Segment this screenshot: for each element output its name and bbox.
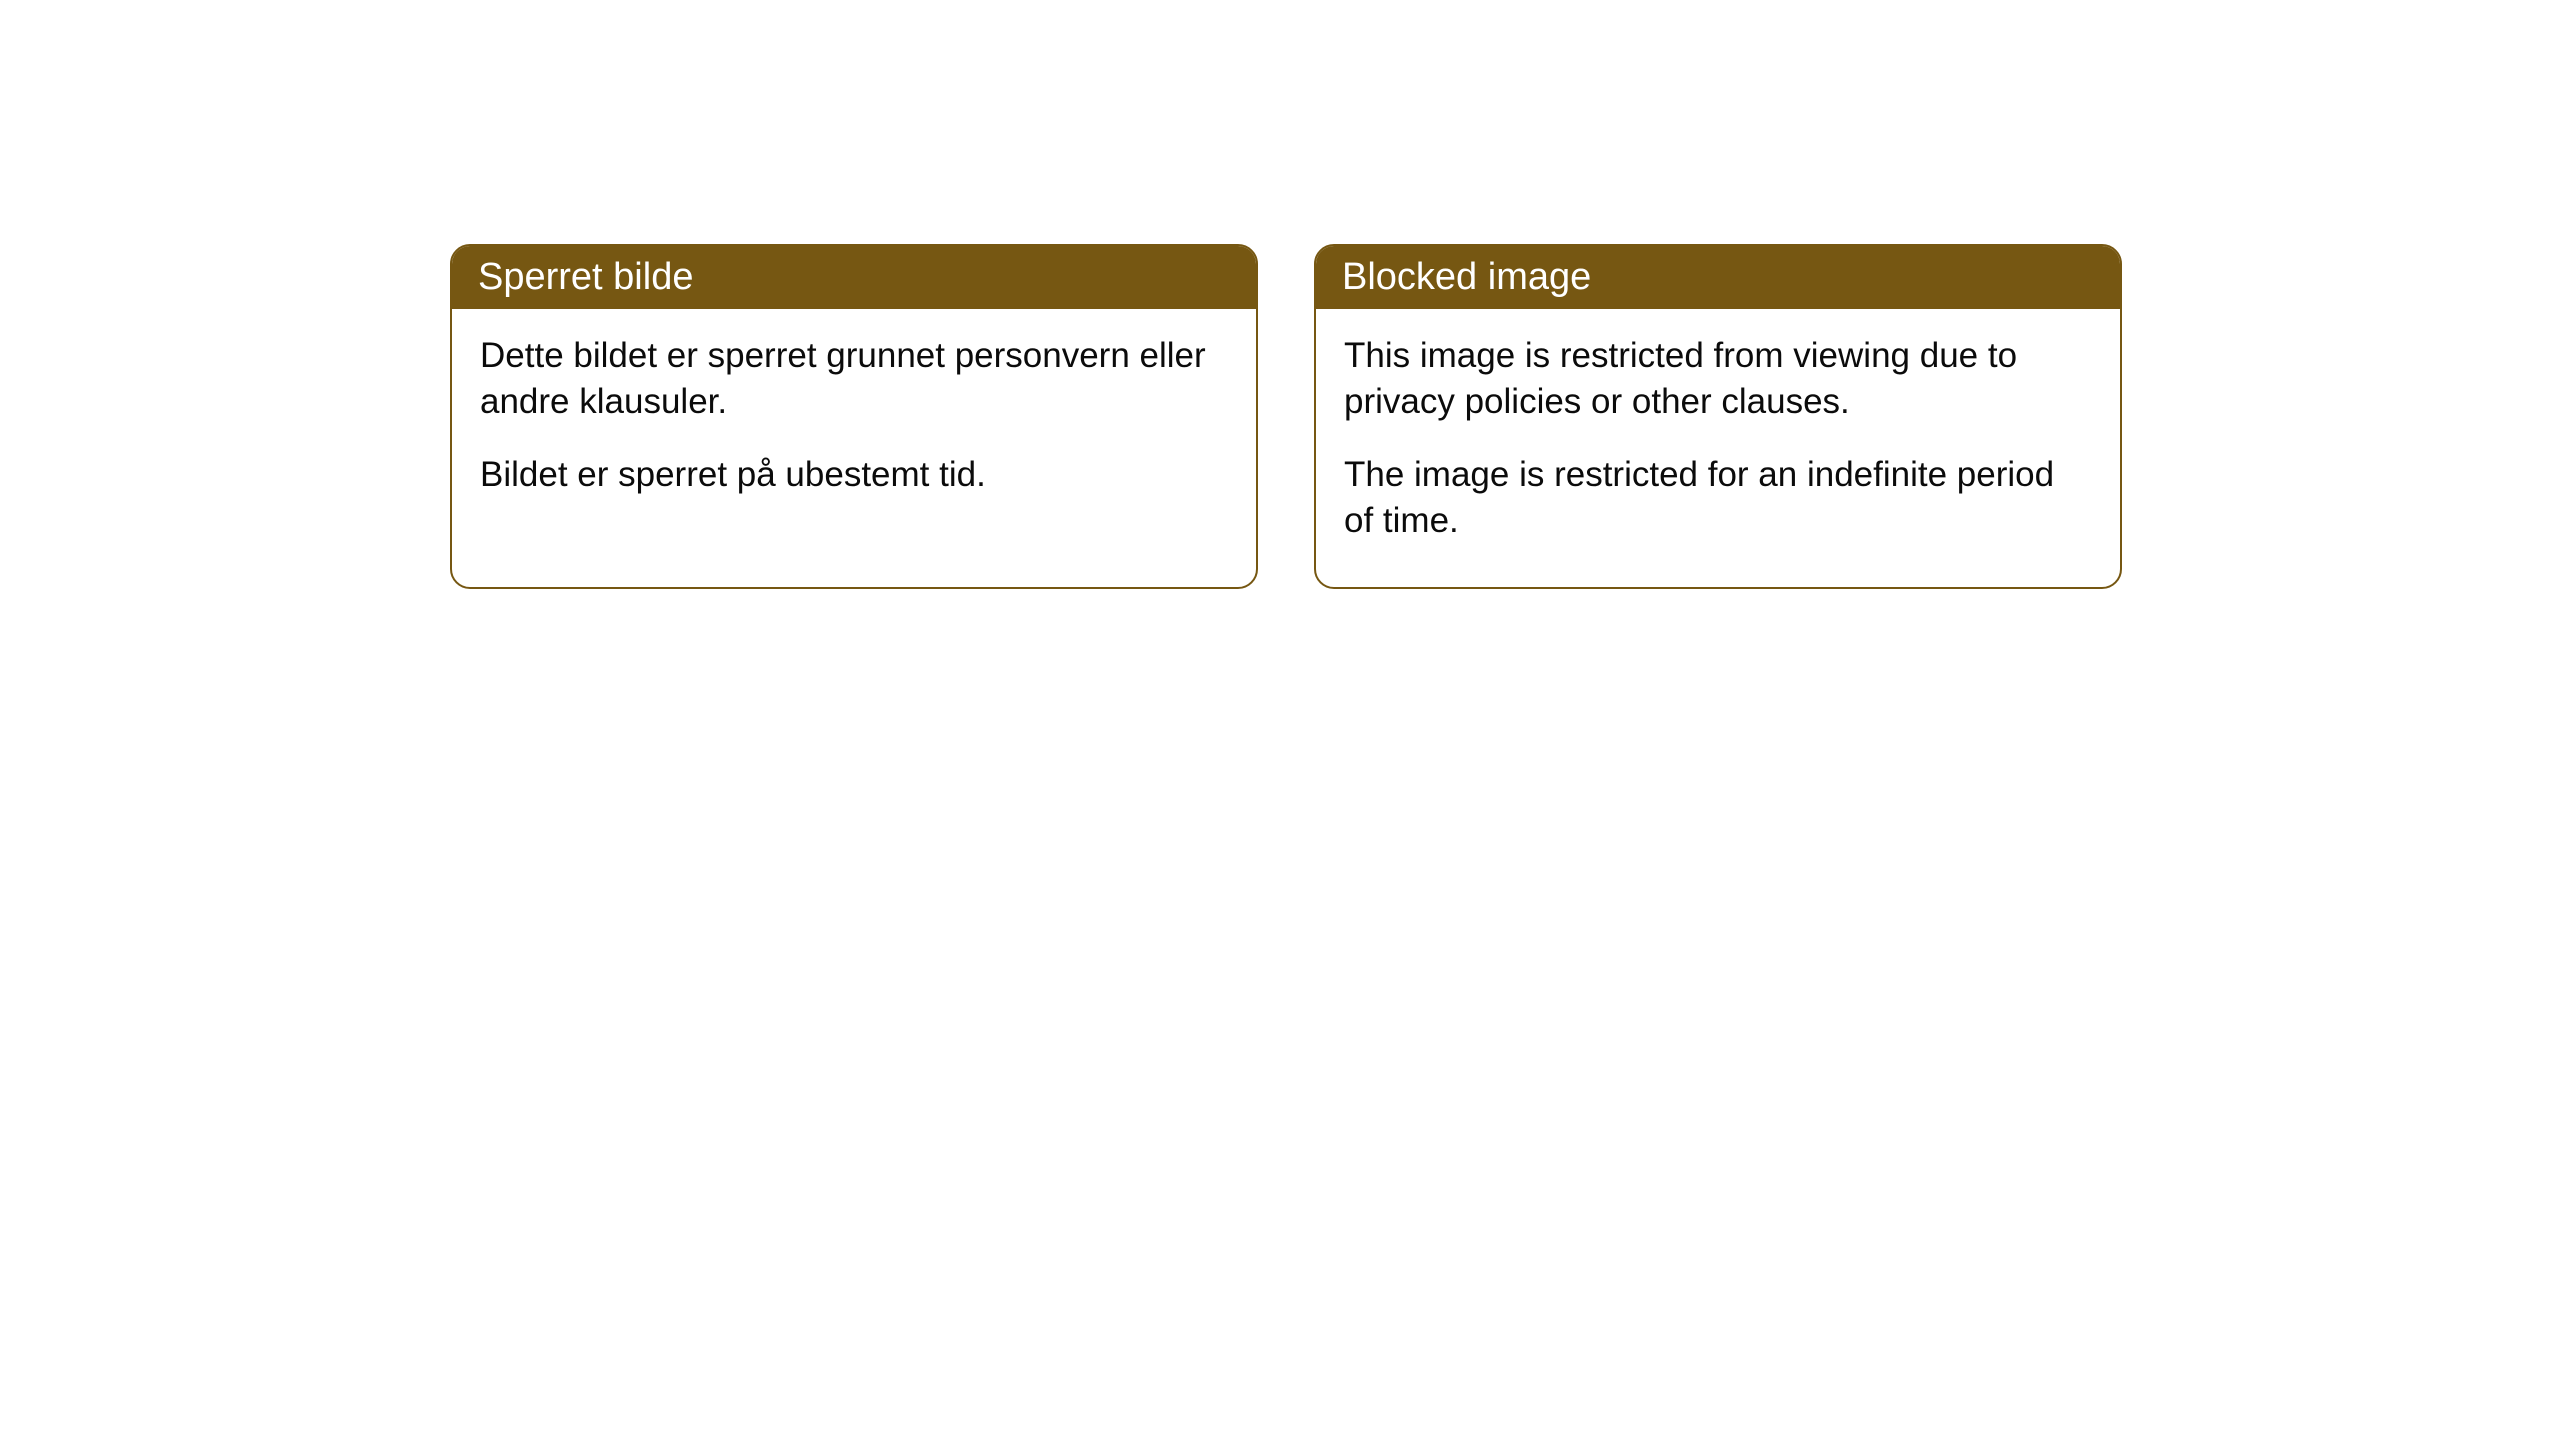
card-paragraph: Dette bildet er sperret grunnet personve… [480, 333, 1228, 424]
card-title: Blocked image [1342, 256, 1591, 298]
card-paragraph: Bildet er sperret på ubestemt tid. [480, 452, 1228, 498]
card-body: Dette bildet er sperret grunnet personve… [452, 309, 1256, 542]
notice-container: Sperret bilde Dette bildet er sperret gr… [450, 244, 2122, 589]
notice-card-english: Blocked image This image is restricted f… [1314, 244, 2122, 589]
card-header: Sperret bilde [452, 246, 1256, 309]
card-header: Blocked image [1316, 246, 2120, 309]
card-body: This image is restricted from viewing du… [1316, 309, 2120, 587]
notice-card-norwegian: Sperret bilde Dette bildet er sperret gr… [450, 244, 1258, 589]
card-paragraph: This image is restricted from viewing du… [1344, 333, 2092, 424]
card-title: Sperret bilde [478, 256, 693, 298]
card-paragraph: The image is restricted for an indefinit… [1344, 452, 2092, 543]
